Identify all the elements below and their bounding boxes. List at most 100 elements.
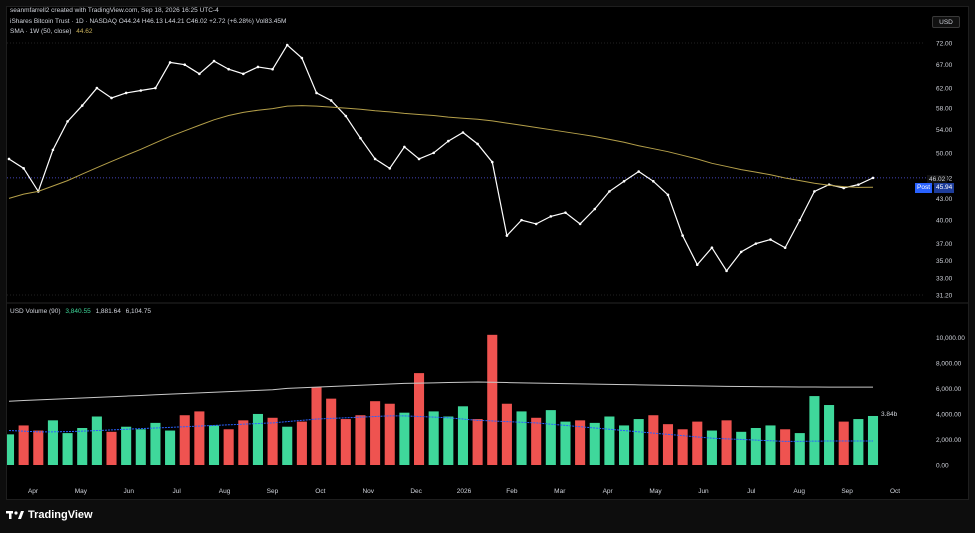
price-axis-tick: 62.00: [936, 86, 953, 93]
price-point: [593, 207, 597, 211]
volume-bar: [692, 421, 703, 465]
volume-axis-tick: 10,000.00: [936, 335, 965, 342]
price-point: [476, 142, 479, 146]
volume-bar: [575, 420, 586, 465]
price-point: [798, 218, 802, 222]
volume-bar: [765, 425, 776, 465]
volume-last-tag: 3.84b: [881, 411, 898, 418]
time-axis-tick: Jul: [747, 488, 756, 495]
time-axis-tick: Jul: [173, 488, 182, 495]
price-point: [622, 180, 626, 183]
time-axis-tick: Jun: [698, 488, 709, 495]
volume-bar: [47, 420, 58, 465]
time-axis-tick: Oct: [890, 488, 900, 495]
volume-legend-label: USD Volume (90): [10, 308, 61, 315]
volume-axis-tick: 2,000.00: [936, 437, 962, 444]
volume-bar: [106, 431, 117, 465]
price-point: [22, 167, 25, 170]
price-point: [198, 72, 201, 76]
volume-bar: [223, 429, 234, 465]
price-point: [51, 148, 55, 152]
price-point: [417, 157, 421, 161]
volume-value-3: 6,104.75: [125, 308, 151, 315]
volume-bar: [516, 411, 527, 465]
price-point: [154, 86, 157, 90]
price-point: [80, 104, 84, 107]
price-point: [710, 246, 714, 250]
price-point: [520, 218, 523, 222]
volume-bar: [501, 403, 512, 465]
price-point: [139, 89, 143, 92]
volume-bar: [838, 421, 849, 465]
volume-bar: [208, 425, 220, 465]
volume-bar: [355, 415, 366, 465]
volume-bar: [91, 416, 102, 465]
volume-axis-tick: 6,000.00: [936, 386, 962, 393]
price-point: [637, 170, 640, 173]
price-point: [564, 211, 567, 214]
time-axis-tick: Feb: [506, 488, 518, 495]
post-market-value: 45.94: [934, 183, 955, 193]
volume-bar: [33, 430, 44, 465]
price-point: [315, 91, 318, 95]
volume-bar: [706, 430, 717, 465]
volume-bar: [721, 420, 732, 465]
volume-bar: [809, 396, 820, 465]
chart-canvas[interactable]: 31.20 33.00 35.00 37.00 40.00 43.00 46.02 50.00…: [7, 7, 969, 500]
price-point: [578, 222, 582, 226]
sma-legend-label: SMA · 1W (50, close): [10, 28, 72, 35]
volume-bar: [443, 416, 454, 465]
volume-bar: [780, 429, 791, 465]
sma-legend[interactable]: SMA · 1W (50, close) 44.62: [10, 28, 93, 35]
volume-bar: [267, 417, 278, 465]
price-point: [857, 183, 860, 186]
volume-bar: [428, 411, 439, 465]
volume-value-1: 3,840.55: [65, 308, 91, 315]
volume-bar: [648, 415, 659, 465]
time-axis-tick: 2026: [457, 488, 472, 495]
volume-bar: [794, 433, 805, 465]
symbol-legend[interactable]: iShares Bitcoin Trust · 1D · NASDAQ O44.…: [10, 18, 287, 25]
time-axis-tick: Aug: [219, 488, 231, 495]
volume-bar: [18, 425, 29, 465]
price-point: [285, 43, 289, 47]
price-axis-tick: 35.00: [936, 258, 953, 265]
time-axis-tick: Oct: [315, 488, 325, 495]
price-axis-tick: 33.00: [936, 276, 953, 283]
price-point: [652, 180, 655, 183]
volume-bar: [472, 419, 483, 465]
price-point: [608, 190, 611, 193]
price-point: [842, 186, 846, 190]
volume-ma-white-line: [8, 381, 874, 402]
currency-button[interactable]: USD: [932, 16, 960, 28]
time-axis-tick: Dec: [410, 488, 422, 495]
volume-bar: [77, 427, 88, 465]
time-axis-tick: Aug: [793, 488, 805, 495]
price-point: [666, 193, 670, 197]
chart-frame[interactable]: 31.20 33.00 35.00 37.00 40.00 43.00 46.02 50.00…: [6, 6, 969, 500]
price-point: [681, 234, 684, 237]
time-axis-tick: Apr: [603, 488, 614, 495]
price-point: [388, 167, 392, 170]
volume-legend[interactable]: USD Volume (90) 3,840.55 1,881.64 6,104.…: [10, 308, 151, 315]
volume-bar: [457, 406, 469, 465]
price-point: [300, 56, 304, 60]
price-point: [329, 99, 333, 102]
price-axis-tick: 72.00: [936, 41, 953, 48]
volume-bar: [531, 417, 542, 465]
time-axis-tick: May: [75, 488, 88, 495]
volume-bar: [252, 413, 263, 465]
volume-bar: [326, 398, 337, 465]
tradingview-footer[interactable]: TradingView: [6, 509, 93, 521]
volume-bar: [340, 419, 351, 465]
price-axis-tick: 58.00: [936, 106, 953, 113]
price-point: [95, 86, 99, 90]
post-market-label: Post: [915, 183, 933, 193]
time-axis-tick: Nov: [362, 488, 374, 495]
price-point: [183, 63, 187, 66]
price-axis-tick: 43.00: [936, 196, 953, 203]
volume-bar: [662, 424, 674, 465]
volume-bar: [604, 416, 615, 465]
volume-bar: [135, 429, 146, 465]
